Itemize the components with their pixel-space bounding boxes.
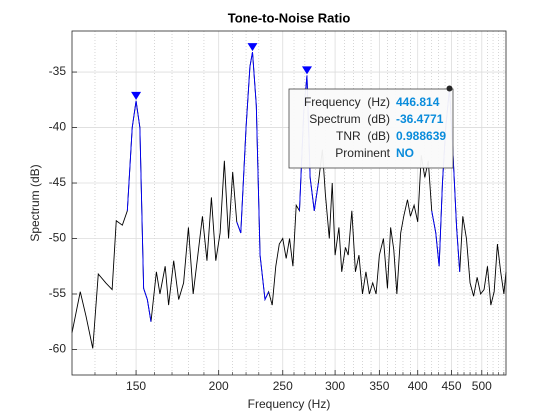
datatip-value: 0.988639 — [396, 129, 446, 143]
x-tick-label: 350 — [369, 379, 389, 393]
x-tick-label: 400 — [408, 379, 428, 393]
y-tick-label: -55 — [49, 286, 67, 300]
x-tick-label: 500 — [472, 379, 492, 393]
peak-marker — [301, 66, 312, 75]
datatip-value: -36.4771 — [396, 112, 444, 126]
datatip: Frequency (Hz) 446.814 Spectrum (dB) -36.47… — [288, 85, 454, 169]
datatip-label: Prominent — [335, 146, 390, 160]
series-line — [236, 52, 270, 302]
y-tick-label: -35 — [49, 64, 67, 78]
y-tick-label: -60 — [49, 342, 67, 356]
y-axis-label: Spectrum (dB) — [28, 164, 42, 241]
datatip-value: 446.814 — [396, 95, 440, 109]
series-line — [126, 100, 152, 322]
x-tick-label: 450 — [442, 379, 462, 393]
datatip-label: Frequency (Hz) — [304, 95, 390, 109]
datatip-box — [288, 88, 454, 169]
chart-title: Tone-to-Noise Ratio — [228, 10, 351, 25]
x-tick-label: 300 — [325, 379, 345, 393]
y-tick-label: -45 — [49, 175, 67, 189]
datatip-point — [446, 85, 453, 92]
datatip-label: Spectrum (dB) — [309, 112, 390, 126]
y-tick-label: -40 — [49, 120, 67, 134]
x-tick-label: 200 — [209, 379, 229, 393]
datatip-value: NO — [396, 146, 414, 160]
datatip-label: TNR (dB) — [336, 129, 390, 143]
x-axis-label: Frequency (Hz) — [248, 397, 331, 411]
y-tick-label: -50 — [49, 231, 67, 245]
peak-marker — [131, 91, 142, 100]
x-tick-label: 250 — [273, 379, 293, 393]
peak-marker — [247, 43, 258, 52]
axes-box — [71, 30, 507, 376]
plot-area — [72, 31, 506, 375]
x-tick-label: 150 — [126, 379, 146, 393]
